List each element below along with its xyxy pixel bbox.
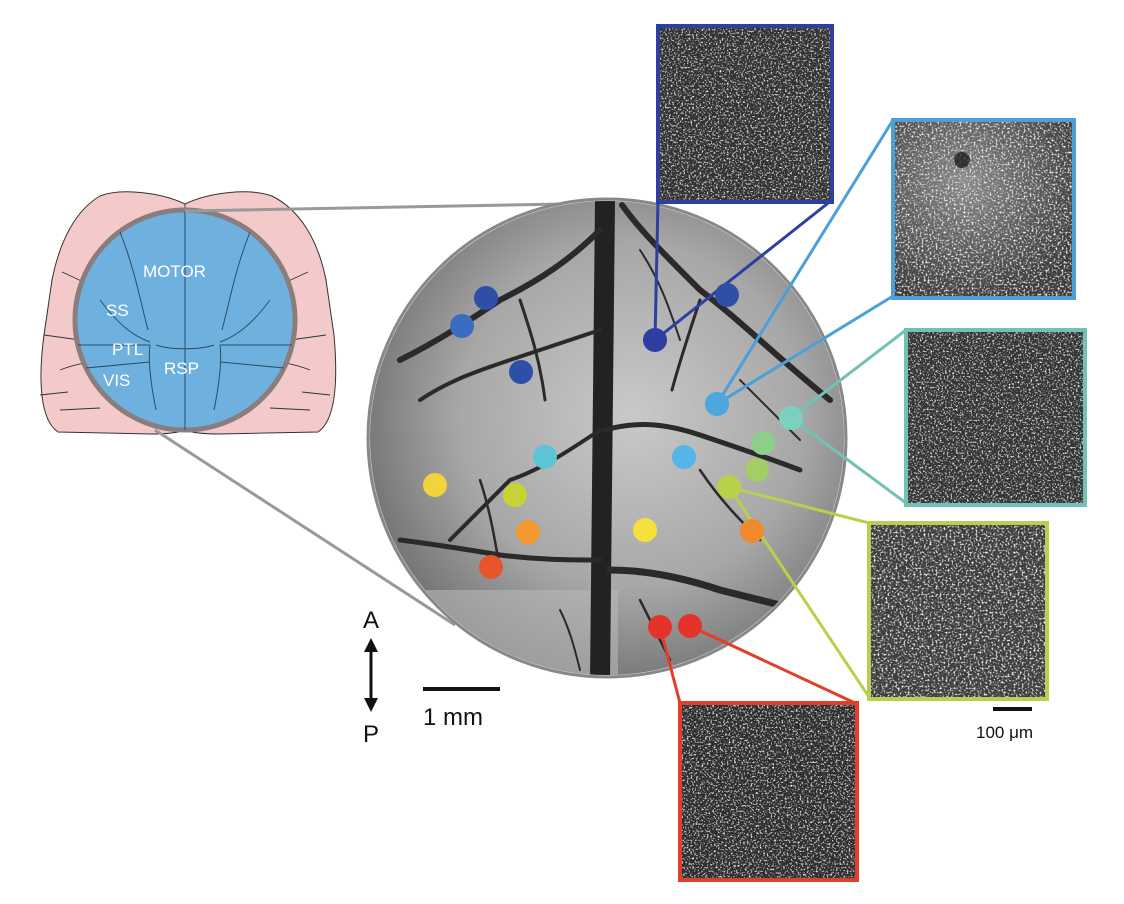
imaging-site-dot — [751, 431, 775, 455]
posterior-label: P — [363, 721, 379, 748]
region-label-ss: SS — [106, 301, 129, 320]
inset-4 — [867, 521, 1049, 701]
imaging-site-dot — [533, 445, 557, 469]
anterior-label: A — [363, 607, 379, 634]
zoom-line-top — [184, 201, 621, 213]
scale-bar-micro: 100 μm — [976, 707, 1033, 742]
imaging-site-dot — [672, 445, 696, 469]
imaging-site-dot — [715, 283, 739, 307]
orientation-indicator: A P — [363, 607, 379, 748]
blood-vessels — [397, 201, 844, 675]
imaging-site-dot — [450, 314, 474, 338]
imaging-site-dot — [648, 615, 672, 639]
imaging-sites — [423, 283, 803, 639]
region-boundaries — [78, 211, 292, 430]
inset-1 — [656, 24, 834, 204]
arrow-up-icon — [364, 638, 378, 652]
imaging-site-dot — [779, 406, 803, 430]
scale-bar-macro-label: 1 mm — [423, 704, 483, 731]
imaging-site-dot — [633, 518, 657, 542]
imaging-site-dot — [643, 328, 667, 352]
inset-connectors — [653, 119, 907, 705]
imaging-site-dot — [509, 360, 533, 384]
imaging-site-dot — [740, 519, 764, 543]
inset-3 — [904, 328, 1087, 507]
scale-bar-micro-label: 100 μm — [976, 723, 1033, 742]
imaging-site-dot — [423, 473, 447, 497]
scale-bar-macro: 1 mm — [423, 687, 500, 731]
region-label-motor: MOTOR — [143, 262, 206, 281]
inset-5 — [678, 701, 859, 882]
imaging-site-dot — [503, 483, 527, 507]
imaging-site-dot — [745, 458, 769, 482]
imaging-site-dot — [474, 286, 498, 310]
cranial-window-image — [366, 197, 848, 679]
inset-2 — [891, 118, 1076, 300]
arrow-down-icon — [364, 698, 378, 712]
imaging-site-dot — [516, 520, 540, 544]
imaging-site-dot — [705, 392, 729, 416]
zoom-line-bottom — [154, 428, 456, 627]
imaging-site-dot — [717, 475, 741, 499]
imaging-site-dot — [678, 614, 702, 638]
brain-schematic: MOTOR SS PTL VIS RSP — [39, 191, 337, 435]
imaging-site-dot — [479, 555, 503, 579]
region-label-ptl: PTL — [112, 340, 143, 359]
region-label-rsp: RSP — [164, 359, 199, 378]
region-label-vis: VIS — [103, 371, 130, 390]
